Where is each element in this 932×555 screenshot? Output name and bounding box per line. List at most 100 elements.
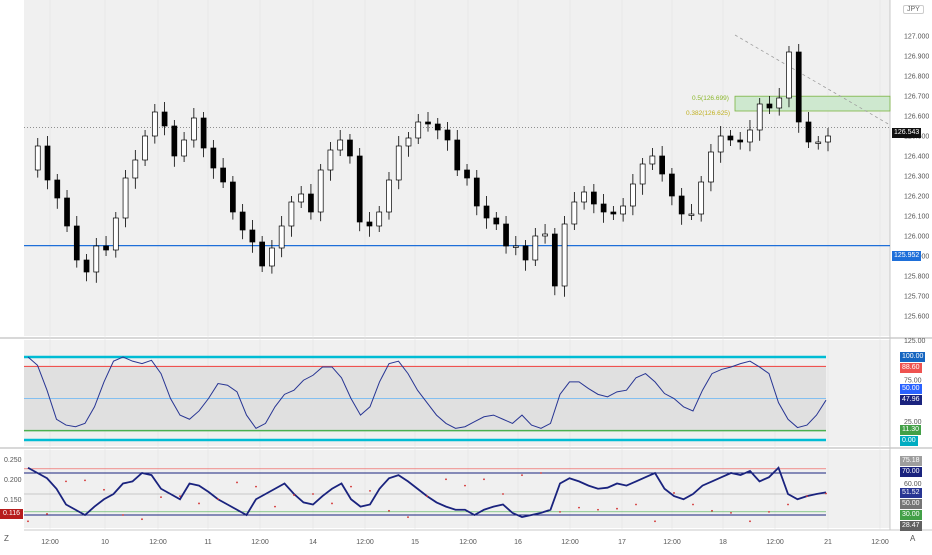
candle-body <box>776 97 783 109</box>
price-axis-label: 126.700 <box>904 94 929 101</box>
candle-body <box>434 123 441 131</box>
candle-body <box>132 159 139 179</box>
ind2-dot <box>445 478 447 481</box>
candle-body <box>161 111 168 127</box>
price-axis-label: 125.700 <box>904 294 929 301</box>
ind1-tag-50: 50.00 <box>900 384 922 394</box>
ind2-dot <box>825 492 827 495</box>
candle-body <box>561 223 568 287</box>
candle-body <box>34 145 41 171</box>
candle-body <box>581 191 587 203</box>
candle-body <box>747 129 753 143</box>
fib-zone[interactable] <box>734 95 891 112</box>
candle-body <box>542 233 548 237</box>
ind1-axis-label: 125.00 <box>904 338 926 345</box>
time-axis-label: 12:00 <box>251 539 269 546</box>
candle-body <box>454 139 461 171</box>
fib-label-05: 0.5(126.699) <box>692 95 729 102</box>
ind2-left-axis-label: 0.150 <box>4 497 22 504</box>
ind2-dot <box>806 495 808 497</box>
ind2-dot <box>540 472 542 474</box>
ind2-dot <box>65 480 67 483</box>
candle-body <box>171 125 178 157</box>
ind2-tag-50: 50.00 <box>900 499 922 509</box>
candle-body <box>698 181 705 215</box>
price-axis-label: 126.100 <box>904 214 929 221</box>
time-axis-label: 11 <box>204 539 211 546</box>
rsi-pane[interactable] <box>24 450 890 528</box>
candle-body <box>717 135 724 153</box>
candle-body <box>112 217 119 251</box>
candle-body <box>308 193 314 213</box>
ind1-axis-label: 75.00 <box>904 378 922 385</box>
ind2-dot <box>46 513 48 515</box>
ind2-left-tag: 0.116 <box>0 509 23 519</box>
candle-body <box>278 225 285 249</box>
auto-scale-button[interactable]: Z <box>4 534 9 543</box>
candle-body <box>356 155 363 223</box>
ind2-dot <box>426 495 428 497</box>
candle-body <box>83 259 90 273</box>
candle-body <box>425 121 431 125</box>
fib-label-0382: 0.382(126.625) <box>686 110 731 117</box>
price-axis-label: 126.600 <box>904 114 929 121</box>
candle-body <box>54 179 61 199</box>
ind2-dot <box>388 509 390 512</box>
ind2-dot <box>768 510 770 513</box>
candle-body <box>727 135 734 141</box>
candle-body <box>44 145 51 181</box>
candle-body <box>786 51 792 99</box>
candle-body <box>522 245 529 261</box>
candle-body <box>678 195 685 215</box>
time-axis-label: 12:00 <box>149 539 167 546</box>
candle-body <box>795 51 802 123</box>
candle-body <box>756 103 763 131</box>
time-axis-label: 12:00 <box>871 539 889 546</box>
auto-button[interactable]: A <box>910 534 916 543</box>
price-axis-label: 126.000 <box>904 234 929 241</box>
candle-body <box>298 193 305 203</box>
candle-body <box>532 235 539 261</box>
ind2-dot <box>255 485 257 488</box>
candle-body <box>376 211 383 227</box>
ind2-dot <box>103 488 105 491</box>
ind2-dot <box>597 508 599 511</box>
price-axis-label: 126.800 <box>904 74 929 81</box>
currency-label[interactable]: JPY <box>903 5 924 14</box>
candle-body <box>317 169 324 213</box>
ind2-dot <box>616 507 618 510</box>
candle-body <box>571 201 578 225</box>
time-axis-label: 12:00 <box>459 539 477 546</box>
time-axis-label: 12:00 <box>41 539 59 546</box>
candle-body <box>659 155 665 175</box>
hline-price-tag: 125.952 <box>892 251 922 261</box>
price-axis-label: 126.300 <box>904 174 929 181</box>
candle-body <box>669 173 675 197</box>
candle-body <box>259 241 265 267</box>
ind2-dot <box>141 518 143 521</box>
ind2-dot <box>331 502 333 505</box>
ind2-dot <box>749 520 751 523</box>
ind2-dot <box>236 481 238 484</box>
price-axis-label: 125.600 <box>904 314 929 321</box>
candle-body <box>483 205 490 219</box>
ind2-dot <box>312 493 314 495</box>
ind2-dot <box>179 495 181 497</box>
candle-body <box>73 225 80 261</box>
time-axis-label: 17 <box>618 539 626 546</box>
price-axis-label: 125.800 <box>904 274 929 281</box>
candle-body <box>610 211 617 215</box>
candle-body <box>386 179 392 213</box>
ind2-axis-label: 60.00 <box>904 481 922 488</box>
candle-body <box>230 181 236 213</box>
candle-body <box>142 135 148 161</box>
ind1-tag-100: 100.00 <box>900 352 926 362</box>
ind2-dot <box>160 496 162 499</box>
ind1-tag-47: 47.96 <box>900 395 922 405</box>
candle-body <box>181 139 187 157</box>
time-axis-label: 12:00 <box>766 539 784 546</box>
candle-body <box>600 203 607 213</box>
candle-body <box>239 211 246 231</box>
